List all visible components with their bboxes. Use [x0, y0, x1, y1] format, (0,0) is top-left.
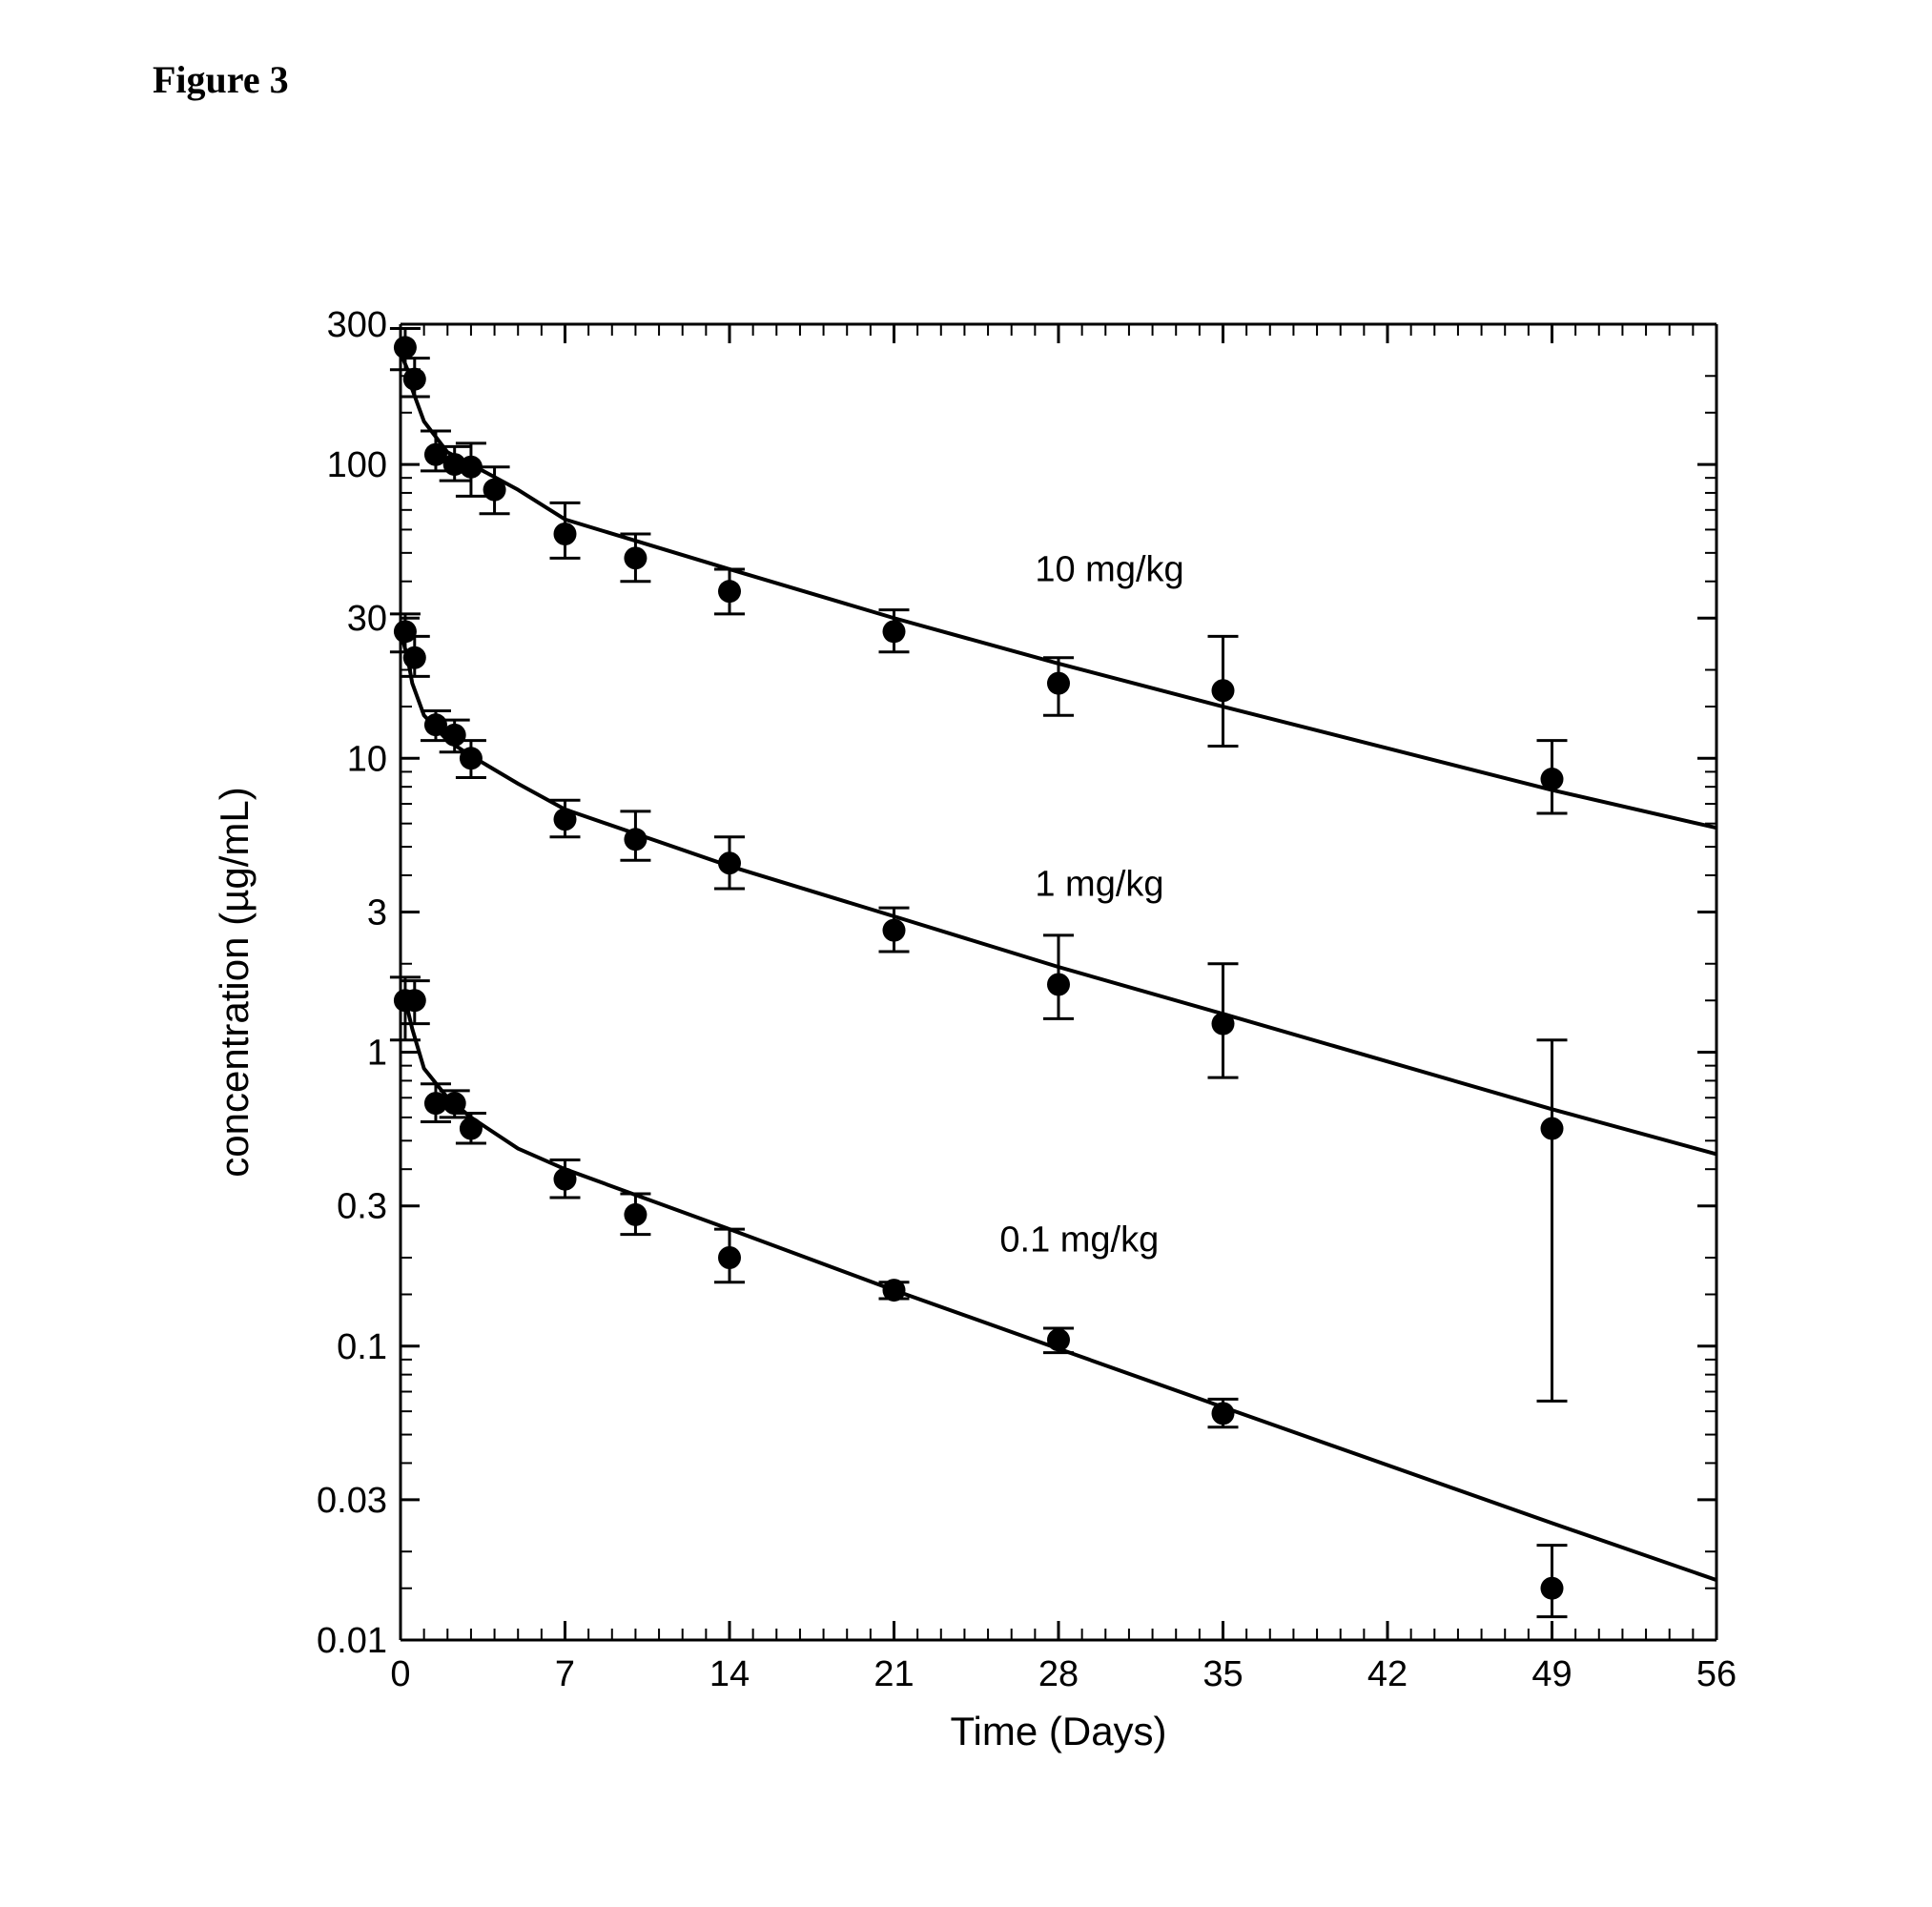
data-point [554, 523, 577, 545]
data-point [624, 546, 647, 569]
data-point [443, 1092, 466, 1115]
data-point [403, 989, 426, 1012]
data-point [624, 828, 647, 851]
data-point [1047, 672, 1070, 695]
data-point [1541, 1577, 1564, 1600]
data-point [1212, 679, 1235, 702]
y-tick-label: 10 [347, 739, 387, 779]
x-tick-label: 42 [1367, 1654, 1408, 1694]
x-tick-label: 28 [1038, 1654, 1079, 1694]
y-tick-label: 30 [347, 599, 387, 639]
series-label: 1 mg/kg [1035, 865, 1163, 905]
data-point [1541, 768, 1564, 790]
pk-concentration-chart: 0714212835424956Time (Days)3001003010310… [153, 286, 1755, 1793]
y-tick-label: 0.03 [317, 1481, 387, 1521]
data-point [718, 580, 741, 603]
y-tick-label: 0.3 [337, 1187, 387, 1227]
x-tick-label: 21 [874, 1654, 914, 1694]
x-tick-label: 7 [555, 1654, 575, 1694]
series-label: 10 mg/kg [1035, 550, 1183, 590]
x-tick-label: 49 [1531, 1654, 1572, 1694]
x-tick-label: 56 [1696, 1654, 1737, 1694]
data-point [460, 1118, 483, 1140]
data-point [718, 1246, 741, 1269]
data-point [883, 620, 906, 643]
x-tick-label: 14 [709, 1654, 750, 1694]
x-axis-label: Time (Days) [950, 1709, 1166, 1753]
y-tick-label: 0.1 [337, 1327, 387, 1367]
data-point [403, 368, 426, 391]
data-point [554, 808, 577, 830]
data-point [483, 479, 506, 502]
data-point [1212, 1013, 1235, 1036]
data-point [460, 747, 483, 769]
data-point [1212, 1402, 1235, 1425]
data-point [443, 724, 466, 747]
data-point [718, 851, 741, 874]
y-tick-label: 1 [367, 1034, 387, 1074]
data-point [883, 1279, 906, 1302]
data-point [460, 456, 483, 479]
y-tick-label: 100 [327, 445, 387, 485]
data-point [624, 1203, 647, 1226]
data-point [883, 919, 906, 942]
y-tick-label: 300 [327, 305, 387, 345]
data-point [1541, 1118, 1564, 1140]
y-tick-label: 0.01 [317, 1621, 387, 1661]
x-tick-label: 35 [1202, 1654, 1243, 1694]
x-tick-label: 0 [390, 1654, 410, 1694]
data-point [394, 336, 417, 359]
data-point [554, 1168, 577, 1191]
series-label: 0.1 mg/kg [999, 1220, 1159, 1260]
figure-title: Figure 3 [153, 57, 289, 102]
data-point [1047, 974, 1070, 996]
data-point [1047, 1328, 1070, 1351]
y-axis-label: concentration (µg/mL) [212, 787, 257, 1177]
data-point [403, 646, 426, 669]
y-tick-label: 3 [367, 892, 387, 933]
